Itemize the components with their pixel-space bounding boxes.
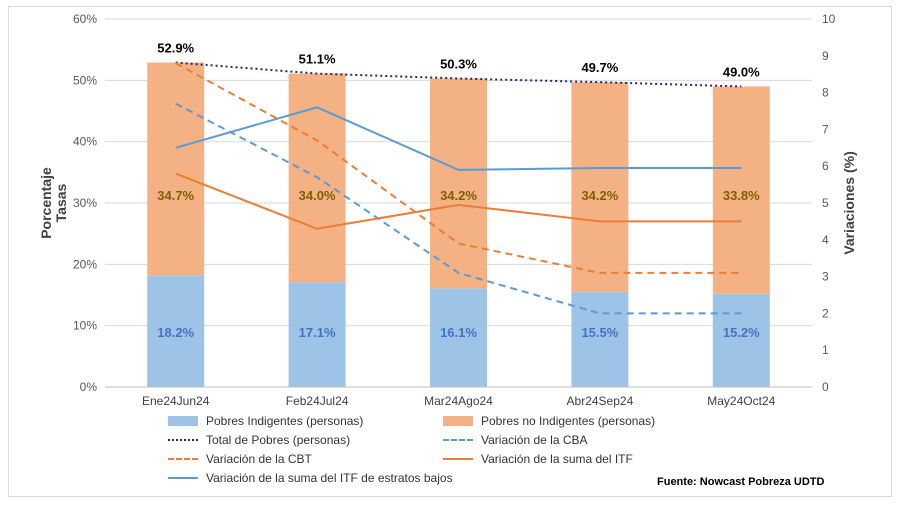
line-series-4 bbox=[175, 106, 742, 171]
bar-label-indigentes: 16.1% bbox=[440, 325, 477, 340]
y-left-tick-label: 50% bbox=[73, 73, 97, 87]
legend-item: Pobres Indigentes (personas) bbox=[168, 414, 363, 428]
total-label: 50.3% bbox=[440, 56, 477, 71]
bar-label-no-indigentes: 34.2% bbox=[581, 188, 618, 203]
line-series-2 bbox=[175, 62, 742, 274]
legend-line-sample bbox=[168, 477, 198, 479]
legend-label: Variación de la suma del ITF de estratos… bbox=[206, 471, 453, 485]
total-label: 51.1% bbox=[299, 52, 336, 67]
legend-item: Variación de la CBA bbox=[443, 433, 588, 447]
y-right-tick-label: 6 bbox=[822, 159, 829, 173]
bar-label-indigentes: 18.2% bbox=[157, 325, 194, 340]
legend-item: Variación de la suma del ITF de estratos… bbox=[168, 471, 453, 485]
y-left-axis-title: Porcentaje bbox=[38, 167, 54, 239]
y-left-tick-label: 10% bbox=[73, 319, 97, 333]
y-right-tick-label: 3 bbox=[822, 270, 829, 284]
bar-pobres-no-indigentes bbox=[712, 86, 770, 294]
y-right-tick-label: 4 bbox=[822, 233, 829, 247]
legend-swatch bbox=[168, 416, 198, 426]
legend-item: Pobres no Indigentes (personas) bbox=[443, 414, 655, 428]
legend-item: Total de Pobres (personas) bbox=[168, 433, 350, 447]
legend-item: Variación de la suma del ITF bbox=[443, 452, 633, 466]
y-right-tick-label: 8 bbox=[822, 86, 829, 100]
bar-pobres-no-indigentes bbox=[571, 82, 629, 292]
legend-label: Total de Pobres (personas) bbox=[206, 433, 351, 447]
line-series-0 bbox=[175, 61, 742, 88]
y-left-tick-label: 0% bbox=[80, 380, 98, 394]
x-tick-label: May24Oct24 bbox=[707, 394, 775, 408]
y-left-tick-label: 20% bbox=[73, 257, 97, 271]
legend-label: Variación de la suma del ITF bbox=[481, 452, 633, 466]
legend-label: Pobres Indigentes (personas) bbox=[206, 414, 364, 428]
y-left-tick-label: 60% bbox=[73, 12, 97, 26]
bar-pobres-indigentes bbox=[712, 293, 770, 387]
legend-line-sample bbox=[168, 439, 198, 441]
total-label: 49.7% bbox=[581, 60, 618, 75]
y-left-axis-title-line2: Tasas bbox=[53, 183, 69, 222]
bar-pobres-indigentes bbox=[430, 288, 487, 387]
total-label: 49.0% bbox=[723, 64, 760, 79]
series-lines bbox=[175, 61, 742, 315]
legend-label: Variación de la CBT bbox=[206, 452, 312, 466]
total-label: 52.9% bbox=[157, 41, 194, 56]
y-right-tick-label: 9 bbox=[822, 49, 829, 63]
y-right-axis-title: Variaciones (%) bbox=[841, 151, 857, 255]
legend-label: Variación de la CBA bbox=[481, 433, 588, 447]
y-right-tick-label: 7 bbox=[822, 122, 829, 136]
line-series-3 bbox=[175, 172, 742, 230]
legend-swatch bbox=[443, 416, 473, 426]
bar-pobres-no-indigentes bbox=[147, 62, 205, 276]
bar-pobres-no-indigentes bbox=[430, 78, 487, 289]
y-left-tick-label: 30% bbox=[73, 196, 97, 210]
legend-line-sample bbox=[168, 458, 198, 460]
x-tick-label: Feb24Jul24 bbox=[286, 394, 349, 408]
legend-line-sample bbox=[443, 439, 473, 441]
x-tick-label: Abr24Sep24 bbox=[567, 394, 634, 408]
legend-line-sample bbox=[443, 458, 473, 460]
bar-label-indigentes: 15.2% bbox=[723, 325, 760, 340]
source-note: Fuente: Nowcast Pobreza UDTD bbox=[657, 476, 825, 488]
x-tick-label: Mar24Ago24 bbox=[424, 394, 493, 408]
bar-pobres-indigentes bbox=[288, 282, 346, 387]
legend-item: Variación de la CBT bbox=[168, 452, 312, 466]
bar-label-no-indigentes: 34.7% bbox=[157, 188, 194, 203]
y-right-tick-label: 10 bbox=[822, 12, 836, 26]
bar-label-no-indigentes: 34.0% bbox=[299, 188, 336, 203]
bar-label-no-indigentes: 34.2% bbox=[440, 188, 477, 203]
line-series-1 bbox=[175, 102, 742, 315]
bar-label-indigentes: 17.1% bbox=[299, 325, 336, 340]
y-right-tick-label: 2 bbox=[822, 306, 829, 320]
bar-pobres-indigentes bbox=[147, 275, 205, 387]
y-right-tick-label: 1 bbox=[822, 343, 829, 357]
y-left-tick-label: 40% bbox=[73, 135, 97, 149]
axes: 0% 10% 20% 30% 40% 50% 60% 0 1 2 3 4 5 6 7 8 9 10 Ene24Jun… bbox=[38, 12, 857, 408]
y-right-tick-label: 0 bbox=[822, 380, 829, 394]
bar-label-no-indigentes: 33.8% bbox=[723, 188, 760, 203]
data-labels: 18.2% 34.7% 52.9% 17.1% 34.0% 51.1% 16.1% 34.2%… bbox=[157, 41, 760, 340]
legend-label: Pobres no Indigentes (personas) bbox=[481, 414, 656, 428]
bar-label-indigentes: 15.5% bbox=[581, 325, 618, 340]
chart: 0% 10% 20% 30% 40% 50% 60% 0 1 2 3 4 5 6 7 8 9 10 Ene24Jun… bbox=[38, 12, 857, 408]
y-right-tick-label: 5 bbox=[822, 196, 829, 210]
x-tick-label: Ene24Jun24 bbox=[142, 394, 210, 408]
